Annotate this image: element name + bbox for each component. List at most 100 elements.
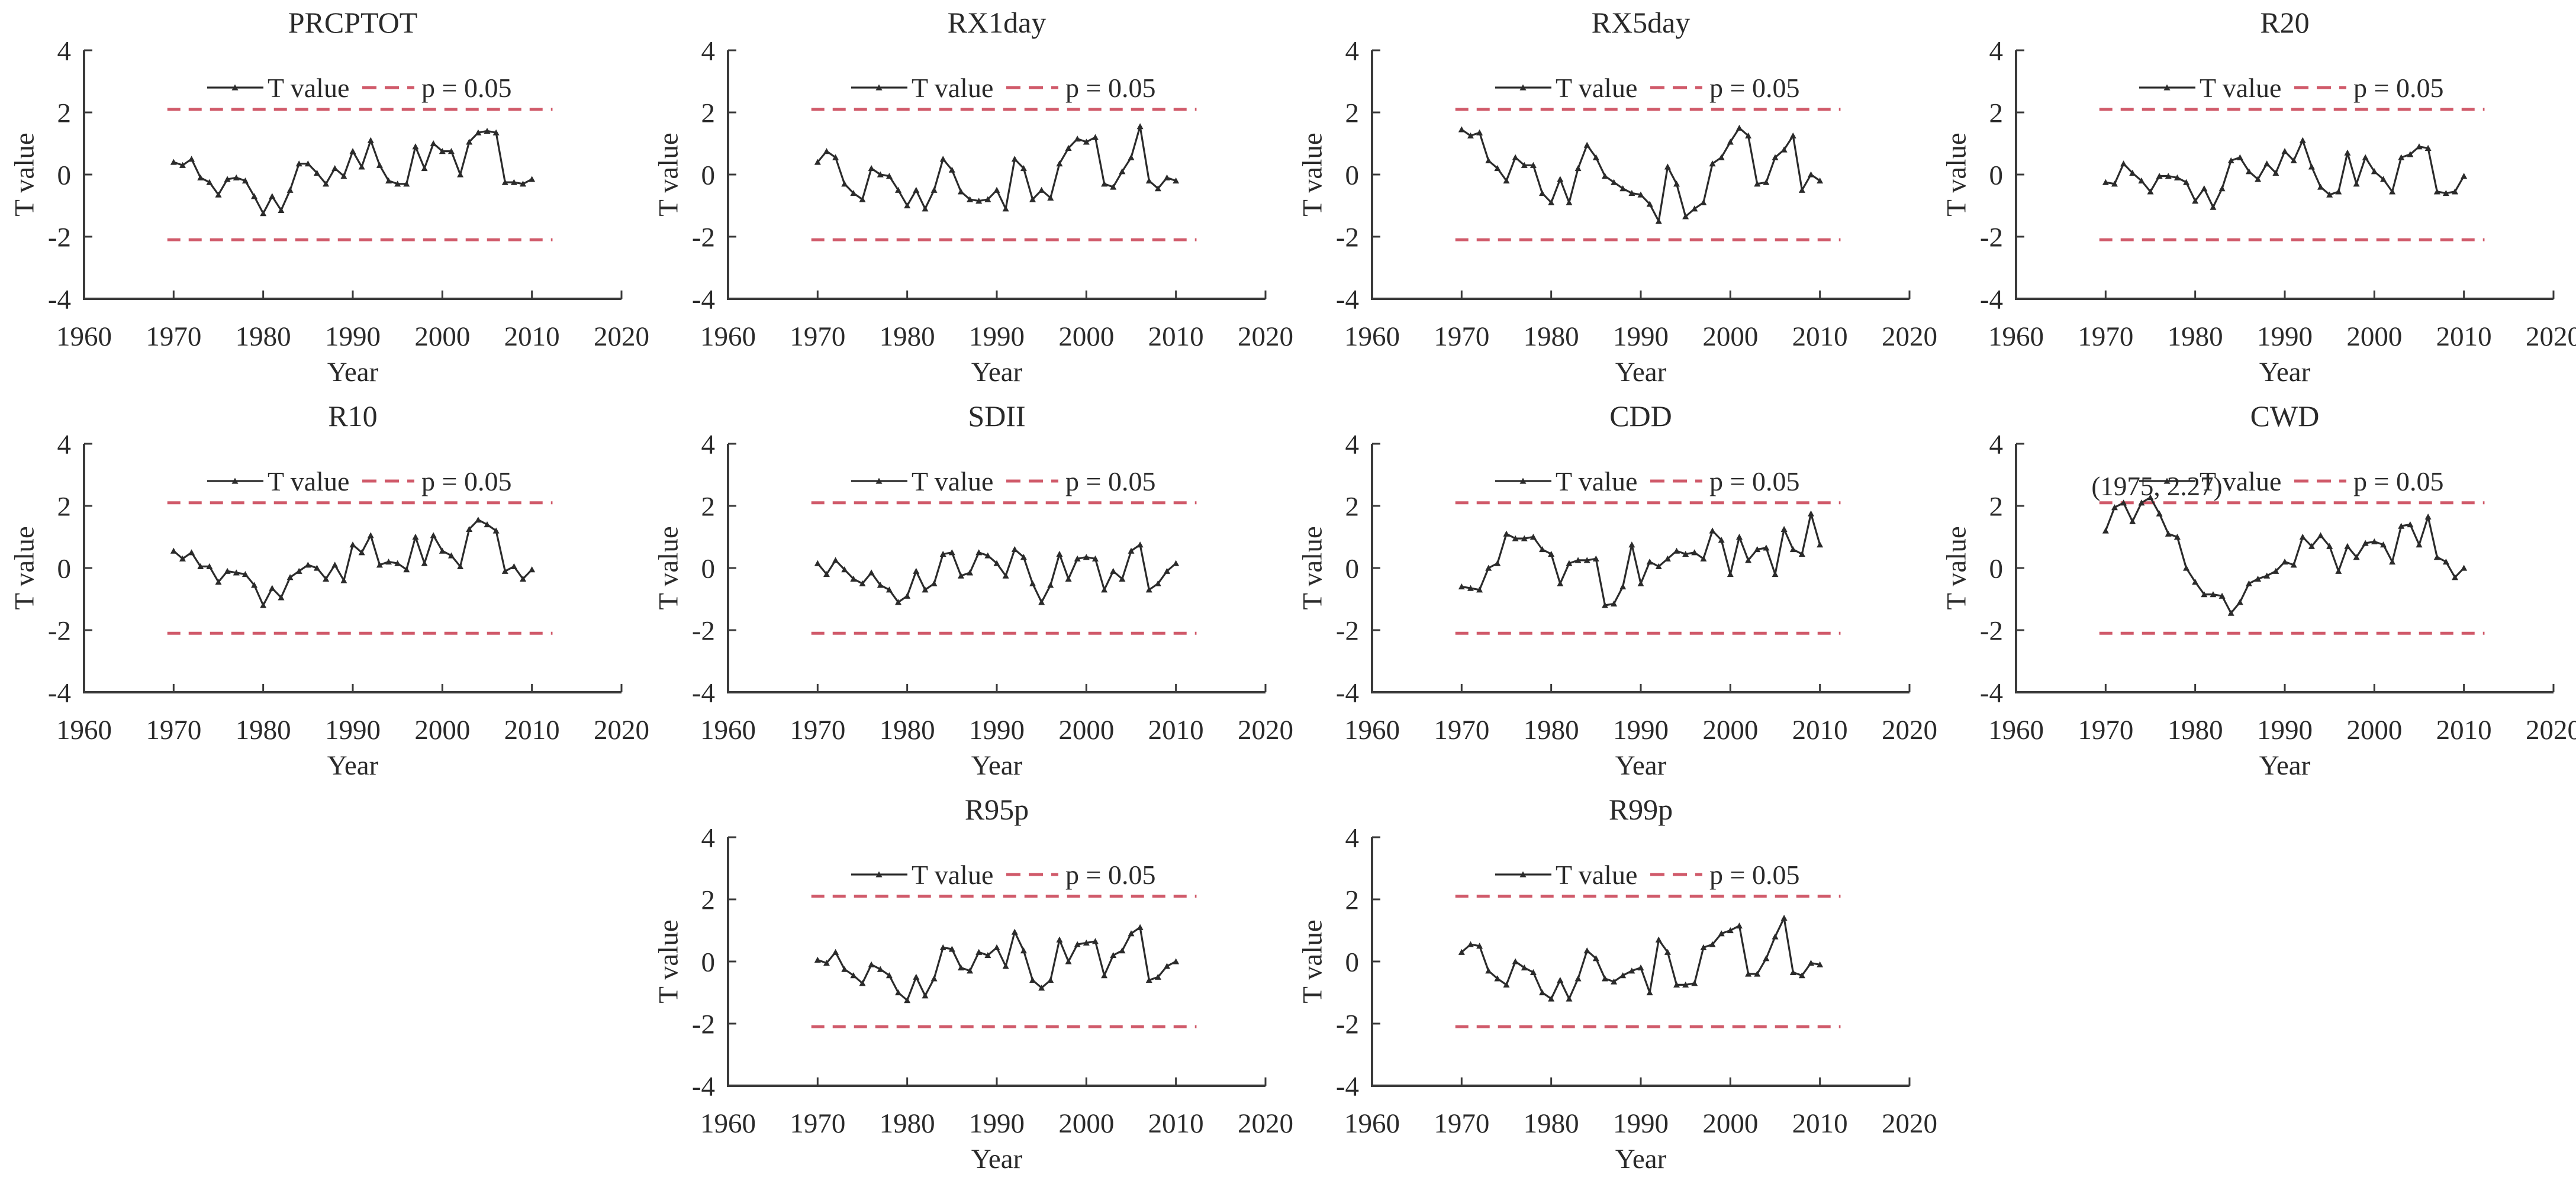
t-value-marker bbox=[1817, 961, 1824, 967]
t-value-marker bbox=[447, 148, 455, 154]
legend-series-label: T value bbox=[1556, 73, 1637, 103]
x-axis-label: Year bbox=[1615, 357, 1667, 388]
t-value-marker bbox=[2218, 185, 2226, 192]
y-tick-label: 4 bbox=[1989, 429, 2004, 460]
t-value-marker bbox=[1798, 972, 1805, 979]
t-value-marker bbox=[1029, 977, 1036, 983]
y-axis-label: T value bbox=[653, 133, 684, 216]
t-value-marker bbox=[2379, 176, 2387, 182]
t-value-marker bbox=[1485, 157, 1492, 163]
t-value-marker bbox=[2147, 188, 2154, 195]
x-axis-label: Year bbox=[971, 357, 1023, 388]
t-value-marker bbox=[1485, 967, 1492, 974]
x-tick-label: 2000 bbox=[1702, 715, 1758, 746]
x-tick-label: 1980 bbox=[880, 715, 935, 746]
axes bbox=[727, 837, 1266, 1087]
panel-title: RX5day bbox=[1592, 6, 1690, 39]
t-value-marker bbox=[1655, 936, 1662, 943]
t-value-marker bbox=[367, 532, 374, 538]
t-value-marker bbox=[233, 174, 240, 180]
t-value-marker bbox=[2138, 499, 2145, 506]
t-value-marker bbox=[1065, 958, 1072, 964]
t-value-marker bbox=[510, 179, 517, 185]
t-value-marker bbox=[1154, 580, 1161, 586]
x-tick-label: 1990 bbox=[325, 715, 381, 746]
t-value-marker bbox=[1047, 194, 1054, 201]
t-value-marker bbox=[323, 575, 330, 582]
t-value-marker bbox=[814, 159, 821, 165]
t-value-marker bbox=[2183, 564, 2190, 571]
t-value-marker bbox=[1119, 575, 1126, 582]
t-value-marker bbox=[1574, 975, 1582, 982]
t-value-marker bbox=[922, 586, 929, 593]
legend-series-marker bbox=[2163, 84, 2171, 91]
t-value-marker bbox=[1700, 199, 1707, 205]
axes bbox=[727, 50, 1266, 300]
t-value-marker bbox=[1817, 178, 1824, 184]
t-value-marker bbox=[492, 527, 500, 534]
t-value-marker bbox=[1154, 185, 1161, 192]
legend-threshold-label: p = 0.05 bbox=[2353, 466, 2443, 496]
t-value-marker bbox=[1101, 180, 1108, 187]
t-value-marker bbox=[295, 567, 302, 574]
t-value-marker bbox=[340, 577, 347, 583]
t-value-marker bbox=[913, 186, 920, 193]
t-value-marker bbox=[832, 557, 839, 563]
t-value-marker bbox=[1128, 930, 1135, 937]
t-value-marker bbox=[1583, 947, 1590, 954]
t-value-marker bbox=[1619, 185, 1627, 192]
t-value-marker bbox=[1029, 196, 1036, 202]
t-value-marker bbox=[1789, 969, 1796, 975]
x-tick-label: 2010 bbox=[1792, 715, 1848, 746]
t-value-marker bbox=[1494, 165, 1501, 172]
x-tick-label: 1970 bbox=[146, 321, 201, 352]
t-value-marker bbox=[2120, 160, 2127, 167]
t-value-marker bbox=[859, 980, 866, 986]
t-value-marker bbox=[850, 190, 857, 196]
t-value-marker bbox=[967, 196, 974, 202]
t-value-marker bbox=[832, 948, 839, 955]
y-tick-label: 2 bbox=[1989, 491, 2004, 522]
x-tick-label: 1960 bbox=[56, 715, 112, 746]
t-value-marker bbox=[206, 563, 213, 569]
t-value-marker bbox=[278, 594, 285, 601]
t-value-marker bbox=[1619, 972, 1627, 979]
t-value-marker bbox=[1011, 928, 1018, 935]
panel-title: CWD bbox=[2250, 399, 2320, 433]
t-value-marker bbox=[1611, 978, 1618, 985]
t-value-marker bbox=[2227, 157, 2234, 163]
t-value-marker bbox=[1011, 546, 1018, 553]
panel-title: R99p bbox=[1609, 793, 1673, 826]
t-value-marker bbox=[1136, 123, 1144, 130]
t-value-marker bbox=[868, 165, 875, 172]
t-value-marker bbox=[2263, 572, 2271, 579]
subplot-SDII: SDII -4 -2 0 2 4 1960 1970 1980 1990 2000 2010 2020 T… bbox=[653, 399, 1293, 781]
y-tick-label: -2 bbox=[1980, 615, 2003, 646]
t-value-marker bbox=[1628, 967, 1635, 974]
t-value-marker bbox=[859, 580, 866, 586]
t-value-marker bbox=[2174, 534, 2181, 540]
x-tick-label: 2000 bbox=[414, 715, 470, 746]
y-tick-label: 2 bbox=[57, 491, 72, 522]
t-value-marker bbox=[1512, 535, 1519, 541]
t-value-marker bbox=[1798, 550, 1805, 557]
t-value-marker bbox=[1038, 985, 1045, 991]
panel-title: CDD bbox=[1609, 399, 1672, 433]
t-value-marker bbox=[993, 560, 1000, 566]
t-value-marker bbox=[1548, 995, 1555, 1002]
t-value-marker bbox=[2461, 564, 2468, 571]
t-value-marker bbox=[948, 549, 955, 556]
t-value-marker bbox=[1601, 173, 1608, 179]
y-tick-label: 2 bbox=[1345, 98, 1360, 128]
t-value-marker bbox=[529, 176, 536, 182]
t-value-marker bbox=[2353, 180, 2360, 187]
t-value-marker bbox=[993, 944, 1000, 950]
t-value-marker bbox=[1548, 550, 1555, 557]
x-tick-label: 1960 bbox=[1344, 321, 1400, 352]
legend-threshold-label: p = 0.05 bbox=[1065, 860, 1155, 890]
axes bbox=[83, 444, 622, 693]
t-value-marker bbox=[475, 517, 482, 523]
t-value-marker bbox=[1763, 544, 1770, 551]
y-tick-label: -4 bbox=[1336, 284, 1359, 315]
